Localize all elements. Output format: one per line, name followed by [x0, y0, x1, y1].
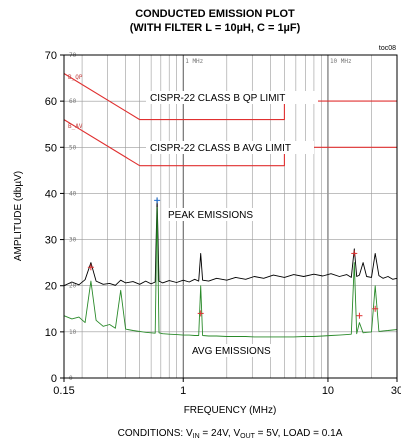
plot-frame [63, 54, 398, 379]
x-tick-label: 30 [391, 385, 401, 397]
avg-series-line [63, 206, 398, 338]
peak-series-line [63, 197, 398, 287]
avg-limit-label: CISPR-22 CLASS B AVG LIMIT [150, 143, 291, 154]
inner-y-label: 20 [69, 283, 77, 290]
qp-series-tag: B_QP [68, 74, 83, 81]
avg-emissions-label: AVG EMISSIONS [192, 346, 271, 357]
y-tick-label: 20 [45, 281, 57, 293]
avg-emissions-label-bg [188, 344, 274, 357]
inner-y-label: 40 [69, 190, 77, 197]
x-axis-label: FREQUENCY (MHz) [184, 405, 277, 416]
series [63, 73, 398, 338]
inner-y-label: 60 [69, 98, 77, 105]
y-tick-label: 40 [45, 188, 57, 200]
y-tick-label: 60 [45, 96, 57, 108]
conditions-vin-sub: IN [193, 433, 200, 440]
y-tick-label: 30 [45, 235, 57, 247]
peak-label-bg [163, 208, 253, 221]
qp-limit-label: CISPR-22 CLASS B QP LIMIT [150, 93, 285, 104]
chart-title-line1: CONDUCTED EMISSION PLOT [135, 8, 295, 20]
x-tick-label: 1 [180, 385, 186, 397]
inner-y-label: 50 [69, 144, 77, 151]
qp-label-bg [146, 91, 318, 104]
inner-x-label: 1 MHz [185, 58, 203, 65]
conditions-vout-value: = 5V, LOAD = 0.1A [255, 428, 343, 439]
x-tick-label: 0.15 [53, 385, 74, 397]
figure-code: toc08 [379, 45, 396, 52]
chart-title-line2: (WITH FILTER L = 10µH, C = 1µF) [130, 22, 301, 34]
conditions-note: CONDITIONS: VIN = 24V, VOUT = 5V, LOAD =… [118, 428, 343, 440]
avg_limit-series-line [63, 119, 397, 167]
inner-y-label: 10 [69, 329, 77, 336]
y-tick-label: 70 [45, 50, 57, 62]
x-tick-label: 10 [322, 385, 334, 397]
y-tick-label: 50 [45, 142, 57, 154]
conditions-vout-sub: OUT [240, 433, 256, 440]
conditions-vin-value: = 24V, V [200, 428, 241, 439]
peak-emissions-label: PEAK EMISSIONS [168, 210, 253, 221]
axis-ticks: 0 10 20 30 40 50 60 70 0.15 1 10 30 [45, 50, 401, 397]
annotations: CISPR-22 CLASS B QP LIMIT CISPR-22 CLASS… [68, 74, 318, 357]
qp_limit-series-line [63, 73, 397, 121]
avg-label-bg [146, 141, 314, 154]
inner-x-label: 10 MHz [330, 58, 352, 65]
conditions-prefix: CONDITIONS: V [118, 428, 193, 439]
y-axis-label: AMPLITUDE (dbµV) [13, 171, 24, 261]
markers [87, 197, 379, 319]
y-tick-label: 0 [51, 373, 57, 385]
y-tick-label: 10 [45, 327, 57, 339]
avg-series-tag: B_AV [68, 123, 83, 130]
inner-y-label: 30 [69, 237, 77, 244]
